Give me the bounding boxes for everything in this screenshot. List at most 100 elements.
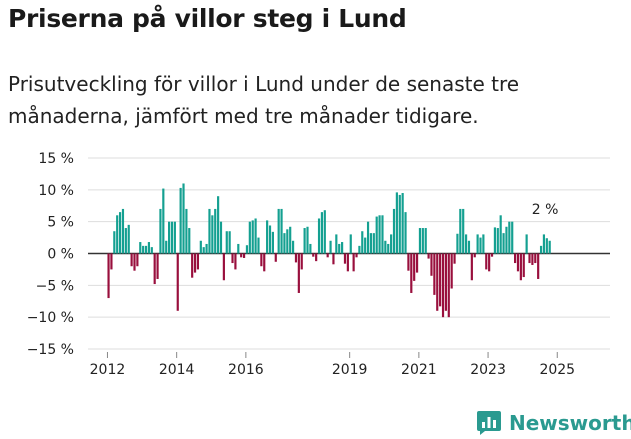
bar [511, 221, 514, 254]
bar [251, 220, 254, 254]
bar [430, 253, 433, 276]
bar [294, 253, 298, 263]
bar [415, 253, 419, 273]
bar [153, 253, 156, 285]
bar [234, 253, 237, 270]
bar [110, 253, 113, 270]
y-tick-label: 0 % [47, 247, 74, 263]
bar [113, 231, 116, 254]
bar [237, 243, 240, 254]
bar [369, 233, 373, 254]
bar [433, 253, 436, 295]
bar [496, 228, 499, 254]
bar [179, 187, 182, 254]
bar [407, 253, 410, 271]
bar [274, 253, 277, 262]
bar [228, 231, 231, 254]
bar [508, 221, 511, 254]
bar [534, 253, 537, 264]
bar [502, 233, 505, 254]
x-tick-label: 2012 [90, 362, 126, 378]
bar [343, 253, 347, 264]
bar [537, 253, 540, 279]
bar [268, 225, 272, 254]
bar [199, 240, 202, 254]
x-tick-label: 2016 [228, 362, 264, 378]
bar [222, 253, 225, 281]
bar [277, 208, 280, 254]
bar [361, 231, 364, 254]
brand-name: Newsworthy [509, 411, 631, 435]
bar [453, 253, 456, 264]
bar [531, 253, 534, 265]
bar [338, 243, 341, 254]
bar [352, 253, 355, 272]
bar [493, 227, 497, 254]
bar [341, 242, 344, 254]
bar [147, 242, 151, 254]
bar [193, 253, 197, 273]
bar [375, 216, 378, 254]
bar [124, 228, 127, 254]
bar [514, 253, 517, 264]
bar [335, 234, 338, 254]
bar [485, 253, 488, 270]
bar [358, 245, 361, 254]
bar [392, 208, 396, 254]
bar [118, 212, 122, 254]
x-tick-label: 2021 [401, 362, 437, 378]
bar [462, 208, 465, 254]
page-subtitle: Prisutveckling för villor i Lund under d… [8, 72, 520, 128]
bar [165, 240, 168, 254]
y-tick-label: −5 % [36, 278, 74, 294]
bar [225, 231, 228, 254]
bar [450, 253, 453, 289]
bar [303, 228, 306, 254]
bar [144, 245, 148, 254]
bar [182, 183, 185, 254]
bar [208, 208, 211, 254]
bar [245, 245, 249, 254]
bar [548, 240, 551, 254]
bar [522, 253, 525, 278]
bar [418, 228, 422, 254]
bar [217, 196, 220, 254]
bar [306, 226, 309, 254]
bar [202, 247, 205, 254]
bar [196, 253, 200, 270]
bar [490, 253, 494, 257]
bar [545, 238, 548, 254]
bar [519, 253, 522, 281]
bar [444, 253, 447, 311]
bar [191, 253, 194, 278]
bar [320, 212, 324, 254]
bar [525, 234, 528, 254]
bar [488, 253, 491, 272]
bar [366, 221, 370, 254]
bar [384, 240, 387, 254]
bar [516, 253, 520, 272]
bar [317, 218, 321, 254]
bar [372, 233, 375, 254]
bar [142, 245, 145, 254]
bar [476, 234, 479, 254]
bar [346, 253, 349, 272]
bar [349, 234, 352, 254]
bar [387, 243, 390, 254]
bar [539, 245, 543, 254]
bar [473, 253, 476, 258]
bar [395, 192, 398, 254]
newsworthy-logo-icon [477, 411, 501, 435]
bar [289, 226, 292, 254]
bar [309, 243, 312, 254]
bar [121, 208, 125, 254]
bar [542, 234, 546, 254]
bar [257, 237, 260, 254]
bar [479, 237, 482, 254]
bar [326, 253, 329, 258]
bar [139, 242, 142, 254]
bar [441, 253, 445, 318]
bar [185, 208, 188, 254]
bar [315, 253, 318, 262]
bar [378, 215, 381, 254]
